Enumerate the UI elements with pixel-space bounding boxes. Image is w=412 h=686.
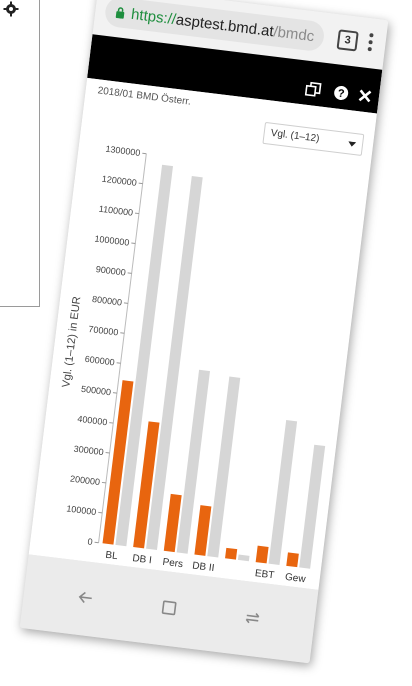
phone-screen: https:// asptest.bmd.at /bmdc 3 ? 2018/0… <box>19 0 389 664</box>
bar-chart: 0 100000 200000 300000 400000 500000 600000 700… <box>60 144 326 586</box>
bar <box>146 175 203 550</box>
x-tick-label: DB I <box>132 553 153 566</box>
restore-icon[interactable] <box>304 81 322 99</box>
bar <box>163 493 182 553</box>
app-toolbar: ? <box>87 34 383 114</box>
recents-icon[interactable] <box>241 607 263 629</box>
bar <box>286 552 299 568</box>
x-tick-label: Gew <box>284 572 307 586</box>
bar <box>299 444 326 569</box>
y-tick-label: 600000 <box>84 354 115 368</box>
address-field[interactable]: https:// asptest.bmd.at /bmdc <box>103 0 326 53</box>
comparison-select[interactable]: Vgl. (1–12) <box>262 121 365 156</box>
y-axis-label: Vgl. (1–12) in EUR <box>60 296 83 389</box>
gear-icon[interactable] <box>3 1 19 17</box>
report-content: 2018/01 BMD Österr. Vgl. (1–12) 0 100000 2… <box>28 77 377 590</box>
url-path: /bmdc <box>272 22 316 45</box>
y-tick-label: 0 <box>87 536 93 547</box>
y-tick-label: 700000 <box>88 324 119 338</box>
bar <box>194 505 212 556</box>
menu-dots-icon[interactable] <box>366 32 374 53</box>
svg-text:?: ? <box>337 88 345 101</box>
y-tick-label: 100000 <box>66 503 97 517</box>
home-icon[interactable] <box>158 597 180 619</box>
x-tick-label: BL <box>105 550 119 562</box>
chevron-down-icon <box>348 141 357 147</box>
y-tick-label: 1300000 <box>105 144 141 158</box>
y-tick-label: 500000 <box>81 384 112 398</box>
y-tick-label: 900000 <box>95 264 126 278</box>
tab-switcher-button[interactable]: 3 <box>336 29 359 52</box>
report-title: 2018/01 BMD Österr. <box>96 85 192 108</box>
y-tick-label: 300000 <box>73 444 104 458</box>
bar <box>115 164 174 547</box>
y-tick-label: 1200000 <box>101 174 137 188</box>
back-icon[interactable] <box>75 586 97 608</box>
bar <box>237 554 250 562</box>
x-tick-label: EBT <box>254 568 275 581</box>
y-tick-label: 1100000 <box>98 204 133 218</box>
url-scheme: https:// <box>130 5 177 28</box>
close-icon[interactable] <box>356 87 374 105</box>
url-host: asptest.bmd.at <box>174 10 275 40</box>
x-tick-label: Pers <box>162 557 184 570</box>
y-axis-line <box>98 153 147 543</box>
bar <box>207 376 241 558</box>
android-nav-bar <box>19 554 319 664</box>
y-tick-label: 200000 <box>70 474 101 488</box>
x-tick-label: DB II <box>192 560 215 574</box>
bar <box>133 421 160 549</box>
bar <box>176 369 211 554</box>
y-tick-label: 1000000 <box>94 234 130 248</box>
help-icon[interactable]: ? <box>332 84 350 102</box>
background-window <box>0 0 40 307</box>
y-tick-label: 800000 <box>92 294 123 308</box>
bar <box>255 545 269 564</box>
bar <box>102 380 134 545</box>
lock-icon <box>115 7 125 19</box>
bar <box>225 547 238 560</box>
y-tick-label: 400000 <box>77 414 108 428</box>
browser-url-bar: https:// asptest.bmd.at /bmdc 3 <box>92 0 389 71</box>
bar <box>268 419 298 565</box>
